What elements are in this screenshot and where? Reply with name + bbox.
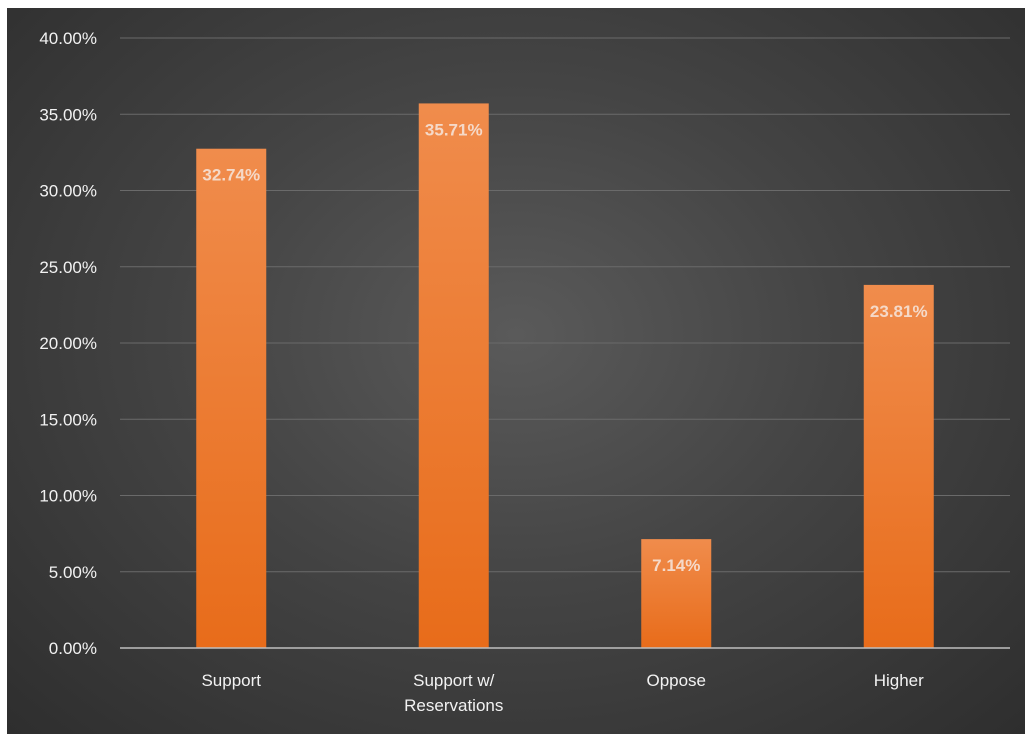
gridlines <box>120 37 1010 573</box>
y-tick-label: 40.00% <box>39 29 97 48</box>
chart-area <box>7 8 1025 734</box>
data-label: 7.14% <box>652 556 700 575</box>
y-tick-label: 5.00% <box>49 563 97 582</box>
data-labels: 32.74% 35.71% 7.14% 23.81% <box>202 120 927 575</box>
y-tick-label: 30.00% <box>39 182 97 201</box>
bar <box>641 539 712 648</box>
x-category-label: Support w/ <box>413 671 495 690</box>
y-tick-label: 20.00% <box>39 334 97 353</box>
y-tick-label: 0.00% <box>49 639 97 658</box>
data-label: 23.81% <box>870 302 928 321</box>
y-tick-label: 25.00% <box>39 258 97 277</box>
y-tick-label: 35.00% <box>39 105 97 124</box>
y-axis-tick-labels: 0.00% 5.00% 10.00% 15.00% 20.00% 25.00% 30.00%… <box>39 29 97 658</box>
x-category-label: Reservations <box>404 696 503 715</box>
bar <box>196 148 267 648</box>
x-category-label: Support <box>201 671 261 690</box>
y-tick-label: 10.00% <box>39 487 97 506</box>
data-label: 35.71% <box>425 120 483 139</box>
data-label: 32.74% <box>202 166 260 185</box>
x-category-label: Higher <box>874 671 924 690</box>
y-tick-label: 15.00% <box>39 410 97 429</box>
bars <box>196 103 934 649</box>
bar <box>863 284 934 648</box>
x-axis-category-labels: Support Support w/Reservations Oppose Highe… <box>201 671 924 715</box>
x-category-label: Oppose <box>646 671 706 690</box>
bar <box>418 103 489 649</box>
